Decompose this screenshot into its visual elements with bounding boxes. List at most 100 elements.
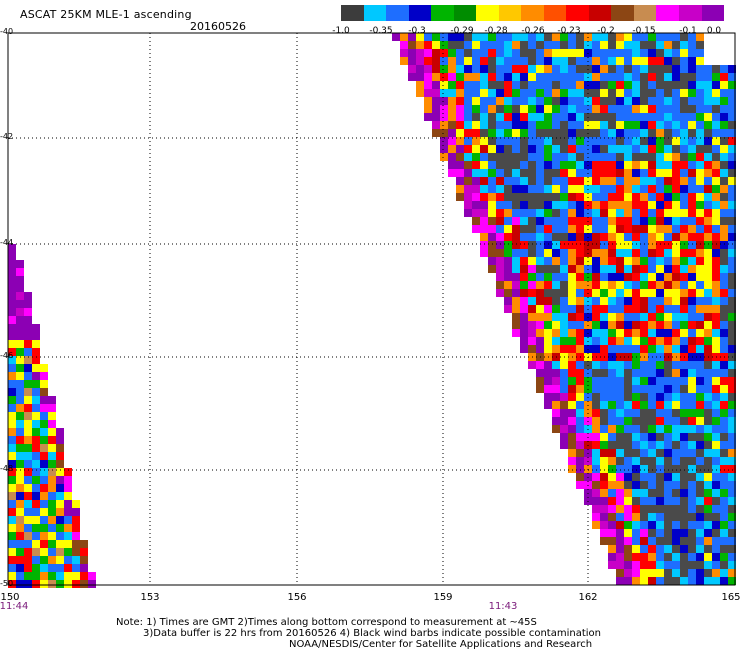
swath-cell [640, 289, 648, 297]
swath-cell [520, 273, 528, 281]
swath-cell [568, 337, 576, 345]
swath-cell [720, 569, 728, 577]
swath-cell [656, 81, 664, 89]
swath-cell [544, 393, 552, 401]
swath-cell [8, 580, 16, 588]
swath-cell [72, 556, 80, 564]
swath-cell [624, 521, 632, 529]
swath-cell [728, 417, 736, 425]
swath-cell [640, 33, 648, 41]
swath-cell [456, 81, 464, 89]
swath-cell [544, 369, 552, 377]
swath-cell [560, 377, 568, 385]
swath-cell [560, 321, 568, 329]
swath-cell [536, 329, 544, 337]
swath-cell [16, 332, 24, 340]
swath-cell [424, 97, 432, 105]
swath-cell [712, 449, 720, 457]
swath-cell [656, 441, 664, 449]
swath-cell [720, 113, 728, 121]
swath-cell [672, 81, 680, 89]
swath-cell [520, 193, 528, 201]
swath-cell [568, 241, 576, 249]
swath-cell [704, 409, 712, 417]
swath-cell [664, 185, 672, 193]
swath-cell [688, 361, 696, 369]
swath-cell [688, 521, 696, 529]
swath-cell [608, 49, 616, 57]
swath-cell [648, 345, 656, 353]
swath-cell [696, 305, 704, 313]
swath-cell [520, 265, 528, 273]
swath-cell [616, 313, 624, 321]
swath-cell [632, 169, 640, 177]
swath-cell [624, 313, 632, 321]
swath-cell [616, 289, 624, 297]
swath-cell [552, 393, 560, 401]
swath-cell [592, 113, 600, 121]
swath-cell [728, 129, 736, 137]
swath-cell [672, 201, 680, 209]
swath-cell [568, 49, 576, 57]
swath-cell [520, 169, 528, 177]
swath-cell [24, 404, 32, 412]
swath-cell [640, 305, 648, 313]
swath-cell [504, 49, 512, 57]
swath-cell [32, 380, 40, 388]
swath-cell [672, 41, 680, 49]
swath-cell [488, 129, 496, 137]
swath-cell [648, 313, 656, 321]
swath-cell [712, 65, 720, 73]
swath-cell [544, 385, 552, 393]
swath-cell [632, 161, 640, 169]
swath-cell [696, 553, 704, 561]
swath-cell [680, 441, 688, 449]
swath-cell [544, 305, 552, 313]
swath-cell [32, 420, 40, 428]
swath-cell [576, 33, 584, 41]
swath-cell [496, 33, 504, 41]
swath-cell [448, 73, 456, 81]
swath-cell [720, 145, 728, 153]
swath-cell [648, 65, 656, 73]
swath-cell [696, 489, 704, 497]
swath-cell [400, 49, 408, 57]
swath-cell [576, 449, 584, 457]
swath-cell [600, 113, 608, 121]
swath-cell [520, 137, 528, 145]
swath-cell [496, 89, 504, 97]
swath-cell [600, 457, 608, 465]
swath-cell [656, 289, 664, 297]
swath-cell [592, 305, 600, 313]
swath-cell [688, 81, 696, 89]
swath-cell [552, 305, 560, 313]
swath-cell [440, 57, 448, 65]
swath-cell [576, 281, 584, 289]
swath-cell [704, 185, 712, 193]
swath-cell [680, 193, 688, 201]
swath-cell [608, 57, 616, 65]
swath-cell [712, 481, 720, 489]
swath-cell [456, 193, 464, 201]
swath-cell [712, 121, 720, 129]
swath-cell [712, 233, 720, 241]
swath-cell [592, 313, 600, 321]
swath-cell [536, 281, 544, 289]
swath-cell [552, 241, 560, 249]
swath-cell [656, 257, 664, 265]
swath-cell [24, 396, 32, 404]
swath-cell [680, 401, 688, 409]
swath-cell [720, 377, 728, 385]
swath-cell [528, 313, 536, 321]
swath-cell [712, 465, 720, 473]
swath-cell [728, 201, 736, 209]
swath-cell [424, 89, 432, 97]
swath-cell [528, 177, 536, 185]
swath-cell [576, 345, 584, 353]
swath-cell [488, 137, 496, 145]
swath-cell [696, 113, 704, 121]
swath-cell [24, 524, 32, 532]
swath-cell [24, 548, 32, 556]
swath-cell [568, 73, 576, 81]
swath-cell [32, 324, 40, 332]
